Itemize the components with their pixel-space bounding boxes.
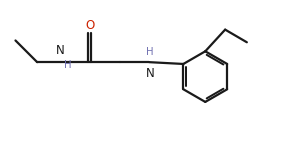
Text: H: H xyxy=(64,60,72,70)
Text: O: O xyxy=(85,19,94,32)
Text: N: N xyxy=(146,67,154,80)
Text: N: N xyxy=(56,44,65,57)
Text: H: H xyxy=(146,47,154,57)
